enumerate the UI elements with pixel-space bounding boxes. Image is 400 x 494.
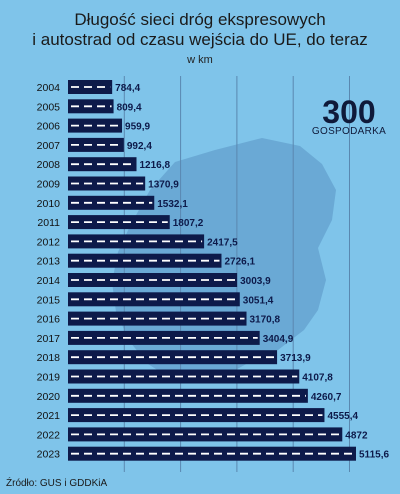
value-label: 4107,8 [302,373,333,384]
value-label: 5115,6 [359,450,389,461]
value-label: 4872 [345,430,368,441]
logo-word: GOSPODARKA [311,126,387,137]
value-label: 2417,5 [207,237,238,248]
year-label: 2006 [37,121,61,133]
value-label: 1216,8 [140,160,171,171]
year-label: 2008 [37,159,61,171]
chart-title: Długość sieci dróg ekspresowych i autost… [0,10,400,50]
chart-title-line2: i autostrad od czasu wejścia do UE, do t… [32,30,368,49]
year-label: 2010 [37,198,61,210]
bar [68,137,124,152]
year-label: 2004 [37,82,61,94]
year-label: 2011 [37,217,60,229]
value-label: 3713,9 [280,353,311,364]
bar [68,350,278,365]
value-label: 992,4 [127,141,152,152]
source-note: Źródło: GUS i GDDKiA [6,478,108,489]
value-label: 1370,9 [148,180,179,191]
chart-title-line1: Długość sieci dróg ekspresowych [74,10,326,29]
bar [68,176,146,191]
logo-300-text: 300 [322,96,375,126]
year-label: 2009 [37,179,61,191]
value-label: 1807,2 [173,218,204,229]
year-label: 2015 [37,294,61,306]
chart-subtitle: w km [187,54,213,66]
bar [68,118,123,133]
year-label: 2007 [37,140,61,152]
year-label: 2022 [37,429,61,441]
year-label: 2020 [37,391,61,403]
brand-logo: 300 GOSPODARKA [311,94,387,140]
value-label: 3170,8 [250,315,281,326]
value-label: 4260,7 [311,392,342,403]
value-label: 3404,9 [263,334,294,345]
value-label: 4555,4 [327,411,358,422]
bar [68,408,325,423]
year-label: 2005 [37,101,61,113]
year-label: 2017 [37,333,61,345]
bar [68,253,222,268]
year-label: 2016 [37,314,61,326]
value-label: 784,4 [115,83,140,94]
year-label: 2018 [37,352,61,364]
bar [68,311,247,326]
bar [68,388,308,403]
logo-300-mark: 300 [322,94,375,130]
value-label: 809,4 [117,102,142,113]
value-label: 2726,1 [224,257,255,268]
year-label: 2012 [37,236,61,248]
value-label: 959,9 [125,122,150,133]
value-label: 3003,9 [240,276,271,287]
year-label: 2019 [37,372,61,384]
bar [68,369,300,384]
year-label: 2013 [37,256,61,268]
value-label: 1532,1 [157,199,188,210]
year-label: 2014 [37,275,61,287]
bar [68,215,170,230]
year-label: 2021 [37,410,61,422]
bar [68,446,356,461]
year-label: 2023 [37,449,61,461]
value-label: 3051,4 [243,295,274,306]
